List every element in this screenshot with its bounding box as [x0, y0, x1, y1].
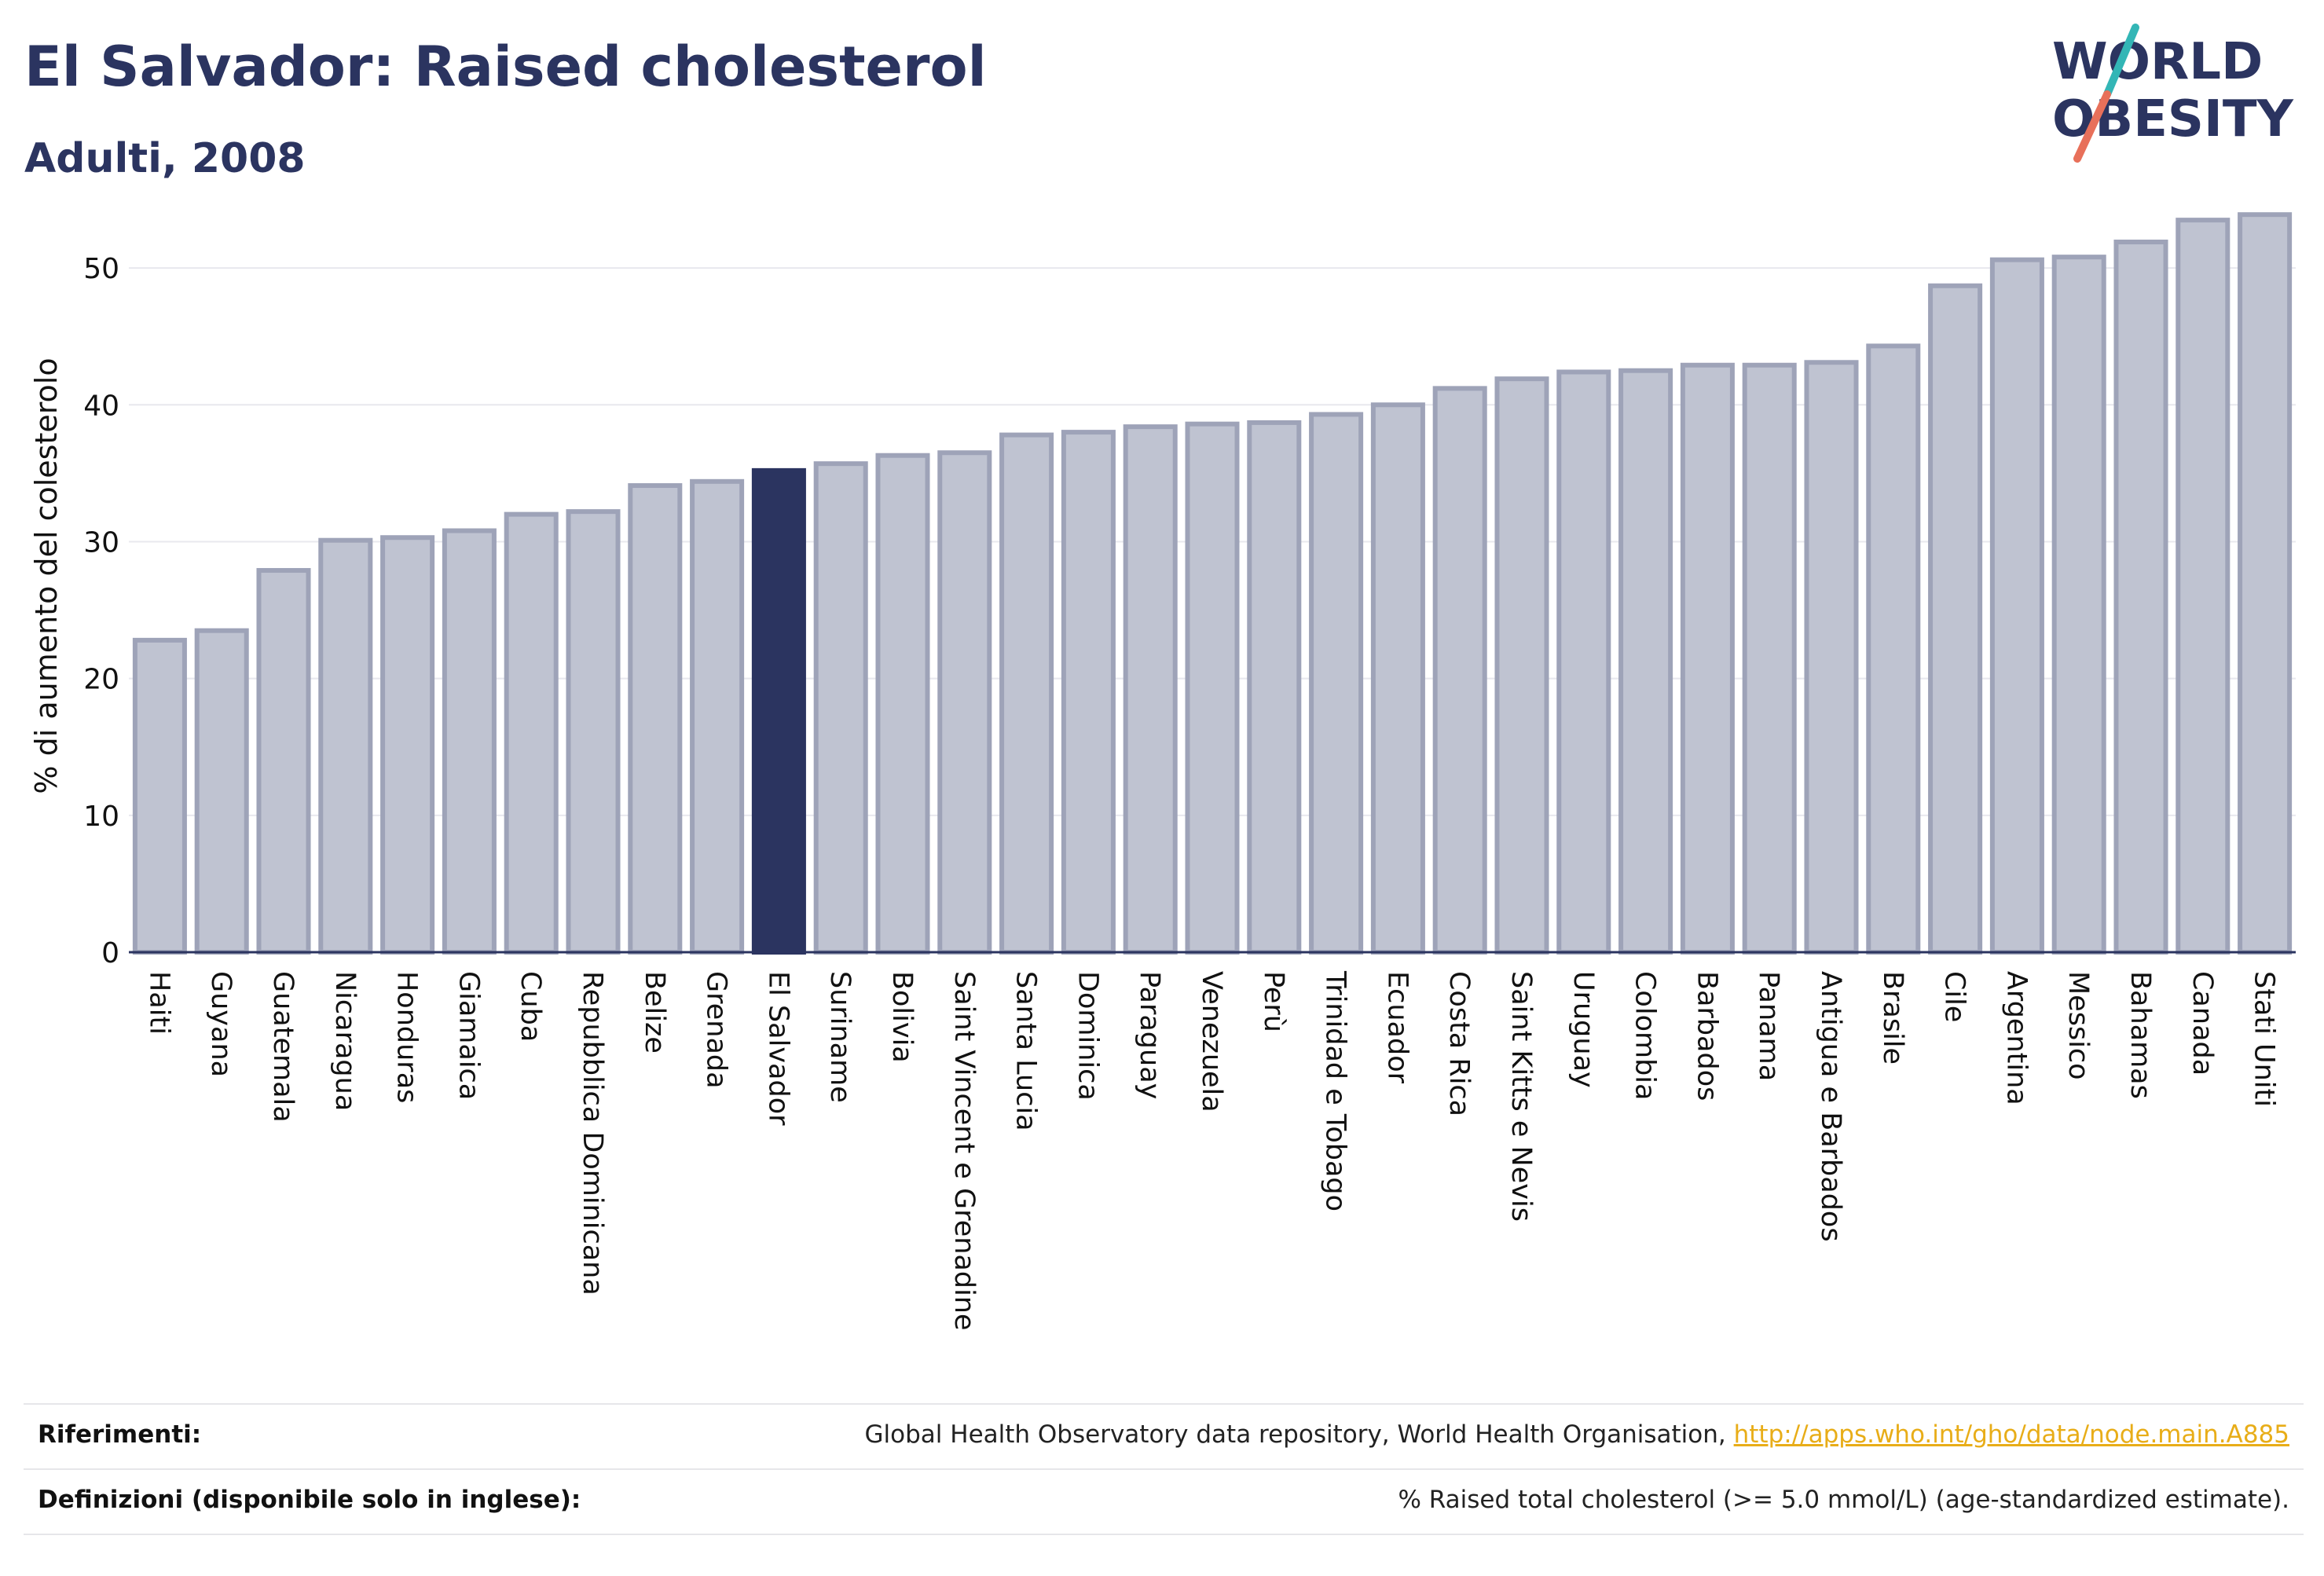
references-link[interactable]: http://apps.who.int/gho/data/node.main.A… [1733, 1420, 2289, 1449]
x-axis-ticks: Haiti Guyana Guatemala Nicaragua Honduras Gia… [143, 970, 2279, 1331]
bar [1309, 412, 1364, 955]
bar [318, 537, 373, 955]
x-tick-label: Paraguay [1134, 971, 1165, 1099]
x-tick-label: Costa Rica [1443, 971, 1475, 1116]
bar [1370, 402, 1425, 955]
references-label: Riferimenti: [38, 1420, 202, 1449]
footer-divider [24, 1534, 2304, 1535]
bar [2051, 255, 2106, 955]
logo-text-world: WORLD [2052, 33, 2263, 91]
bar [999, 432, 1054, 955]
bar [1680, 362, 1735, 955]
x-tick-label: Antigua e Barbados [1815, 971, 1846, 1242]
bar [1247, 420, 1302, 955]
bar-highlighted [751, 467, 806, 955]
x-tick-label: Saint Kitts e Nevis [1505, 971, 1537, 1222]
x-tick-label: Canada [2187, 971, 2218, 1076]
x-tick-label: Cuba [515, 971, 546, 1042]
bar [380, 535, 435, 955]
bar [690, 478, 745, 955]
references-text: Global Health Observatory data repositor… [864, 1420, 1726, 1449]
chart-subtitle: Adulti, 2008 [24, 135, 306, 182]
bar [1618, 368, 1673, 955]
bar [1123, 424, 1178, 955]
bar [1928, 283, 1983, 955]
bar [813, 461, 868, 955]
logo-slash-teal [2103, 24, 2139, 98]
bars [132, 212, 2293, 955]
y-axis-ticks: 0 10 20 30 40 50 [83, 253, 119, 969]
x-tick-label: Belize [639, 971, 670, 1054]
x-tick-label: Repubblica Dominicana [577, 971, 608, 1296]
y-tick-label: 10 [83, 801, 119, 833]
x-tick-label: Honduras [391, 971, 423, 1103]
bar [1742, 362, 1797, 955]
y-axis-label: % di aumento del colesterolo [29, 357, 64, 793]
bar [1432, 386, 1487, 955]
bar [132, 637, 187, 955]
logo-slash-coral [2073, 90, 2111, 163]
x-tick-label: Venezuela [1196, 971, 1227, 1112]
x-tick-label: Dominica [1072, 971, 1103, 1101]
bar [256, 568, 311, 955]
y-tick-label: 20 [83, 664, 119, 696]
x-tick-label: Haiti [143, 971, 174, 1035]
x-tick-label: Ecuador [1381, 971, 1413, 1084]
x-tick-label: Uruguay [1567, 971, 1599, 1088]
x-tick-label: Stati Uniti [2249, 971, 2280, 1107]
bar [1185, 421, 1240, 955]
x-tick-label: Cile [1939, 971, 1970, 1022]
bar [1556, 369, 1611, 955]
x-tick-label: Perù [1258, 971, 1289, 1032]
bar [1494, 376, 1549, 955]
y-tick-label: 50 [83, 253, 119, 285]
x-tick-label: Colombia [1629, 971, 1661, 1100]
bar-chart: 0 10 20 30 40 50 Haiti Guyana Guatemala Nicaragu… [29, 212, 2296, 1331]
x-tick-label: Barbados [1691, 971, 1722, 1101]
bar [442, 528, 497, 955]
x-tick-label: Nicaragua [329, 971, 361, 1111]
y-tick-label: 0 [101, 937, 119, 969]
x-tick-label: Argentina [2000, 971, 2032, 1105]
x-tick-label: Brasile [1877, 971, 1908, 1065]
x-tick-label: Bolivia [886, 971, 918, 1063]
x-tick-label: Santa Lucia [1010, 971, 1042, 1131]
x-tick-label: Suriname [824, 971, 856, 1103]
chart-title: El Salvador: Raised cholesterol [24, 35, 987, 99]
y-tick-label: 30 [83, 526, 119, 559]
x-tick-label: Trinidad e Tobago [1320, 970, 1351, 1211]
x-tick-label: Giamaica [453, 971, 484, 1100]
bar [2238, 212, 2293, 955]
x-tick-label: Messico [2062, 971, 2094, 1080]
world-obesity-logo: WORLD OBESITY [2052, 24, 2293, 163]
footer-references-row: Riferimenti: Global Health Observatory d… [24, 1403, 2304, 1468]
x-tick-label: Panama [1753, 971, 1784, 1081]
x-tick-label: Guyana [205, 971, 236, 1077]
bar [504, 511, 559, 955]
x-tick-label: Saint Vincent e Grenadine [948, 971, 980, 1331]
bar [1866, 343, 1921, 955]
bar [628, 483, 683, 955]
bar [1061, 430, 1116, 955]
x-tick-label: Bahamas [2124, 971, 2156, 1099]
bar [194, 628, 249, 955]
bar [1804, 360, 1859, 955]
references-value: Global Health Observatory data repositor… [865, 1420, 2289, 1449]
bar [875, 453, 930, 955]
bar [1989, 257, 2044, 955]
definitions-text: % Raised total cholesterol (>= 5.0 mmol/… [1398, 1486, 2289, 1514]
bar [566, 509, 621, 955]
bar [2113, 239, 2168, 955]
y-tick-label: 40 [83, 390, 119, 422]
bar [2176, 218, 2231, 955]
x-tick-label: El Salvador [762, 971, 794, 1126]
bar [937, 450, 992, 955]
x-tick-label: Grenada [701, 971, 732, 1089]
footer-definitions-row: Definizioni (disponibile solo in inglese… [24, 1468, 2304, 1533]
x-tick-label: Guatemala [267, 971, 299, 1123]
definitions-label: Definizioni (disponibile solo in inglese… [38, 1486, 581, 1514]
